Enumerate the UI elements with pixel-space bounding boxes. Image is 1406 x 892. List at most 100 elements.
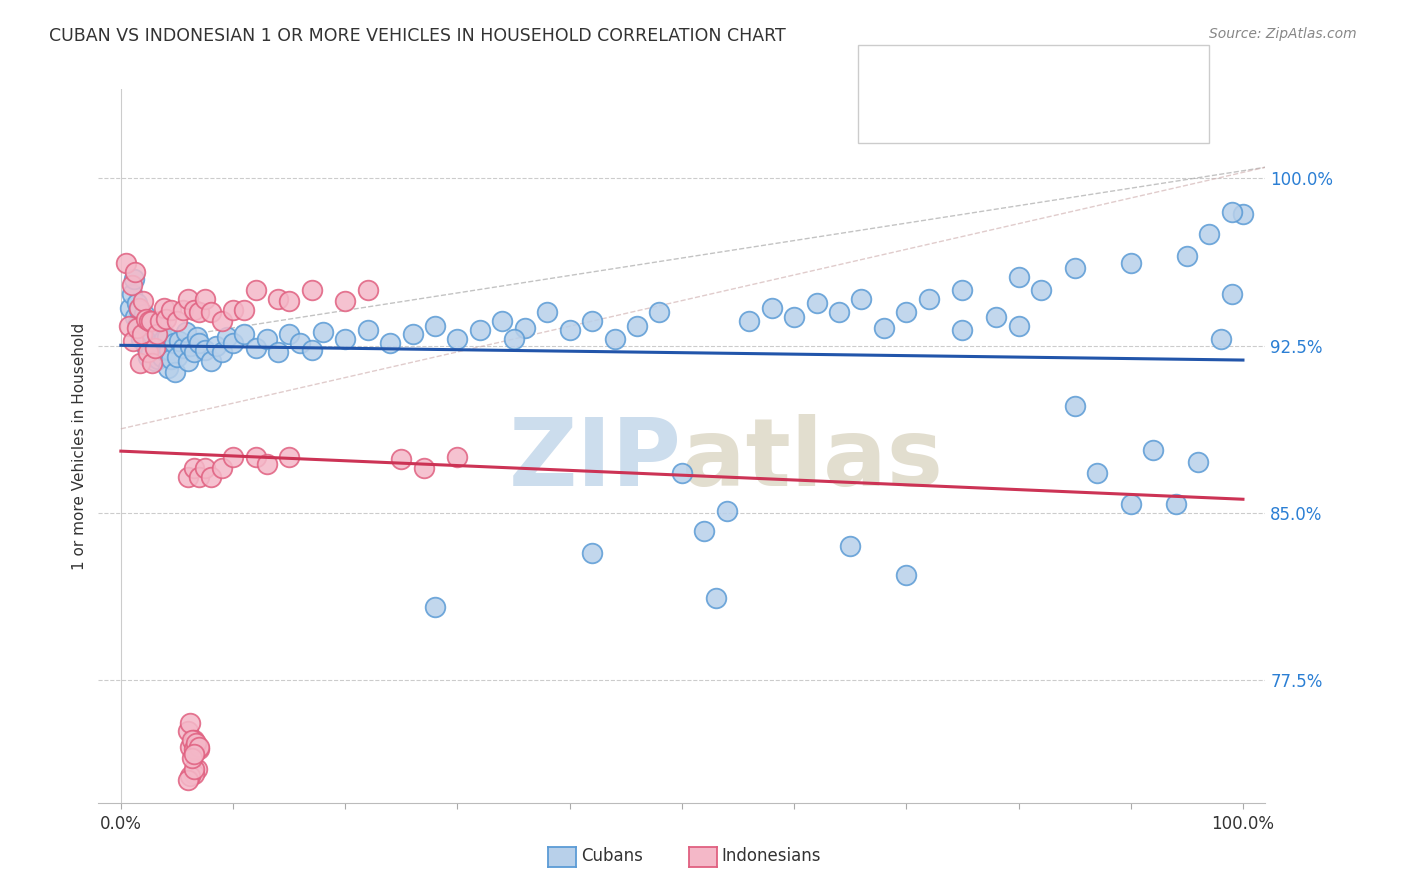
Point [245, 283, 267, 297]
Text: R =: R = [927, 63, 966, 81]
Text: 67: 67 [1073, 104, 1107, 122]
Point [136, 350, 159, 364]
Point [491, 314, 513, 328]
Point [180, 733, 202, 747]
Point [183, 747, 205, 761]
Point [183, 303, 205, 318]
Point [896, 568, 918, 582]
Point [136, 345, 159, 359]
Text: Source: ZipAtlas.com: Source: ZipAtlas.com [1209, 27, 1357, 41]
Point [141, 356, 163, 370]
Point [146, 351, 169, 366]
Point [128, 303, 150, 318]
Point [278, 450, 301, 464]
Point [200, 354, 222, 368]
Point [194, 292, 217, 306]
Point [278, 327, 301, 342]
Point [152, 301, 174, 315]
Point [188, 470, 211, 484]
Point [143, 354, 166, 368]
Point [124, 310, 146, 324]
Point [179, 715, 201, 730]
Point [256, 332, 278, 346]
Point [423, 599, 446, 614]
Point [184, 735, 207, 749]
Point [152, 332, 174, 346]
Point [952, 283, 974, 297]
Point [186, 742, 208, 756]
Point [180, 751, 202, 765]
Point [177, 470, 200, 484]
Point [716, 503, 738, 517]
Point [357, 323, 380, 337]
Point [127, 316, 149, 330]
Point [186, 762, 208, 776]
Point [150, 350, 173, 364]
Point [1220, 204, 1243, 219]
Point [183, 733, 205, 747]
Point [693, 524, 716, 538]
Point [129, 332, 152, 346]
Point [761, 301, 783, 315]
Point [412, 461, 434, 475]
Point [211, 461, 233, 475]
Point [1209, 332, 1232, 346]
Point [194, 461, 217, 475]
Point [118, 318, 141, 333]
Point [124, 265, 146, 279]
Text: Cubans: Cubans [581, 847, 643, 865]
Point [163, 365, 186, 379]
Point [267, 345, 290, 359]
Point [1063, 399, 1085, 413]
Point [738, 314, 761, 328]
Text: 0.177: 0.177 [969, 63, 1021, 81]
Point [188, 739, 211, 754]
Point [290, 336, 312, 351]
Point [1142, 443, 1164, 458]
Point [205, 338, 228, 352]
Point [172, 341, 194, 355]
Point [1063, 260, 1085, 275]
Point [626, 318, 648, 333]
Point [446, 450, 468, 464]
Point [166, 314, 188, 328]
Text: 109: 109 [1073, 63, 1107, 81]
Point [233, 327, 256, 342]
Point [357, 283, 380, 297]
Point [125, 320, 148, 334]
Point [1220, 287, 1243, 301]
Point [648, 305, 671, 319]
Point [167, 334, 190, 348]
Point [139, 316, 162, 330]
Point [1187, 454, 1209, 468]
Point [138, 332, 160, 346]
Point [141, 345, 163, 359]
Point [149, 314, 172, 328]
Point [278, 293, 301, 308]
Point [1164, 497, 1187, 511]
Point [177, 292, 200, 306]
Point [245, 341, 267, 355]
Point [1085, 466, 1108, 480]
Point [188, 305, 211, 319]
Point [121, 287, 143, 301]
Point [873, 320, 896, 334]
Text: 0.156: 0.156 [969, 104, 1019, 122]
Point [222, 450, 245, 464]
Point [222, 336, 245, 351]
Point [1007, 269, 1029, 284]
Point [183, 461, 205, 475]
Point [783, 310, 806, 324]
Point [186, 329, 208, 343]
Point [177, 354, 200, 368]
Point [194, 343, 217, 357]
Point [125, 296, 148, 310]
Point [1029, 283, 1052, 297]
Point [301, 343, 323, 357]
Point [256, 457, 278, 471]
Point [301, 283, 323, 297]
Point [468, 323, 491, 337]
Point [128, 301, 150, 315]
Text: Indonesians: Indonesians [721, 847, 821, 865]
Point [1232, 207, 1254, 221]
